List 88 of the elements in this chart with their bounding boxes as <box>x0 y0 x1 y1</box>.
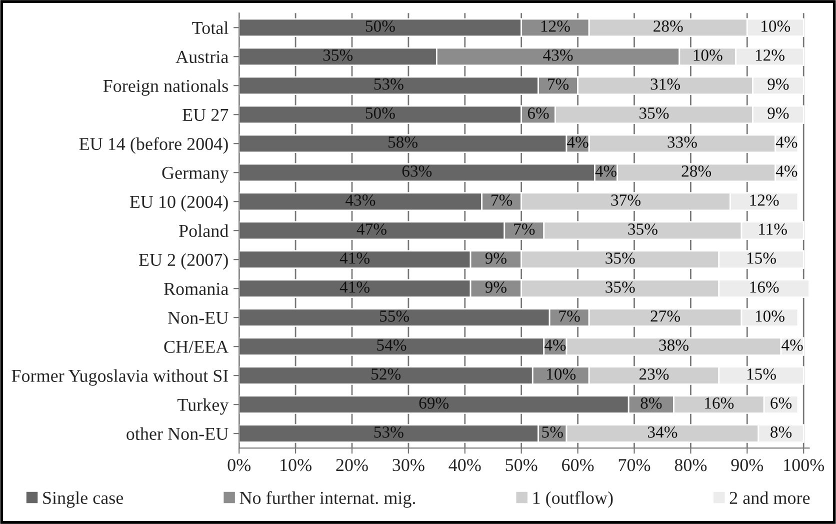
data-label: 11% <box>759 223 787 235</box>
data-label: 7% <box>514 223 535 235</box>
data-label: 10% <box>756 310 784 322</box>
data-label: 10% <box>694 50 722 61</box>
data-label: 6% <box>528 108 549 119</box>
x-tick-label: 60% <box>562 458 594 472</box>
data-label: 12% <box>756 50 784 61</box>
data-label: 53% <box>374 426 404 438</box>
x-tick-label: 70% <box>618 458 650 472</box>
data-label: 9% <box>485 281 506 293</box>
data-label: 41% <box>340 252 370 264</box>
data-label: 7% <box>548 78 569 90</box>
data-label: 34% <box>648 426 678 438</box>
data-label: 27% <box>650 310 680 322</box>
x-tick-label: 40% <box>448 458 481 472</box>
data-label: 10% <box>547 368 576 380</box>
y-tick-label: Non-EU <box>168 312 228 324</box>
y-tick-label: Former Yugoslavia without SI <box>12 369 228 386</box>
y-tick-label: CH/EEA <box>164 340 229 353</box>
data-label: 69% <box>419 397 449 409</box>
x-tick-label: 30% <box>392 458 424 472</box>
y-tick-label: Poland <box>179 224 228 237</box>
y-tick-label: EU 27 <box>182 108 228 122</box>
data-label: 23% <box>639 368 669 380</box>
data-label: 35% <box>606 281 635 293</box>
data-label: 55% <box>380 310 410 322</box>
data-label: 43% <box>346 194 376 206</box>
data-label: 5% <box>542 426 563 438</box>
data-label: 33% <box>668 136 697 148</box>
x-tick-label: 10% <box>280 458 312 472</box>
data-label: 58% <box>388 136 418 148</box>
y-tick-label: Total <box>192 21 228 34</box>
legend-label: Single case <box>43 491 124 508</box>
x-tick-label: 90% <box>731 458 764 472</box>
data-label: 37% <box>611 194 640 206</box>
data-label: 7% <box>559 310 580 322</box>
data-label: 35% <box>640 108 669 119</box>
legend-label: 2 and more <box>730 491 810 504</box>
y-tick-label: EU 10 (2004) <box>130 195 228 212</box>
data-label: 63% <box>402 165 432 177</box>
data-label: 7% <box>492 194 512 206</box>
data-label: 12% <box>750 194 779 206</box>
data-label: 9% <box>768 108 789 119</box>
y-tick-label: EU 2 (2007) <box>138 253 228 270</box>
data-label: 4% <box>776 165 798 177</box>
y-tick-label: Germany <box>162 166 229 183</box>
data-label: 35% <box>606 252 635 264</box>
data-label: 4% <box>782 339 803 351</box>
y-tick-label: EU 14 (before 2004) <box>79 137 228 154</box>
data-label: 4% <box>776 136 798 148</box>
data-label: 4% <box>567 136 588 148</box>
data-label: 53% <box>374 78 404 90</box>
data-label: 8% <box>640 397 662 409</box>
data-label: 38% <box>659 339 688 351</box>
data-label: 35% <box>323 50 353 61</box>
data-label: 54% <box>377 339 406 351</box>
y-tick-label: Romania <box>164 282 228 295</box>
data-label: 8% <box>770 426 792 438</box>
data-label: 16% <box>750 281 779 293</box>
data-label: 43% <box>543 50 573 61</box>
x-tick-label: 100% <box>784 458 824 472</box>
y-tick-label: Austria <box>176 50 228 64</box>
legend-label: No further internat. mig. <box>240 491 416 508</box>
y-tick-label: Turkey <box>178 398 229 415</box>
y-tick-label: Foreign nationals <box>103 79 228 96</box>
data-label: 28% <box>682 165 712 177</box>
data-label: 52% <box>372 368 401 380</box>
data-label: 31% <box>650 78 680 90</box>
data-label: 47% <box>356 223 386 235</box>
x-tick-label: 80% <box>674 458 707 472</box>
data-label: 16% <box>705 397 734 409</box>
data-label: 28% <box>654 20 683 32</box>
y-tick-label: other Non-EU <box>126 427 228 440</box>
data-label: 12% <box>541 20 570 32</box>
data-label: 10% <box>762 20 790 32</box>
data-label: 50% <box>366 20 395 32</box>
data-label: 15% <box>747 252 776 264</box>
legend-label: 1 (outflow) <box>533 491 613 508</box>
data-label: 9% <box>485 252 506 264</box>
data-label: 50% <box>366 108 395 119</box>
data-label: 35% <box>628 223 658 235</box>
data-label: 9% <box>768 78 789 90</box>
x-tick-label: 20% <box>336 458 368 472</box>
data-label: 15% <box>747 368 776 380</box>
x-tick-label: 0% <box>228 458 251 472</box>
data-label: 6% <box>770 397 792 409</box>
x-tick-label: 50% <box>506 458 538 472</box>
data-label: 41% <box>340 281 370 293</box>
